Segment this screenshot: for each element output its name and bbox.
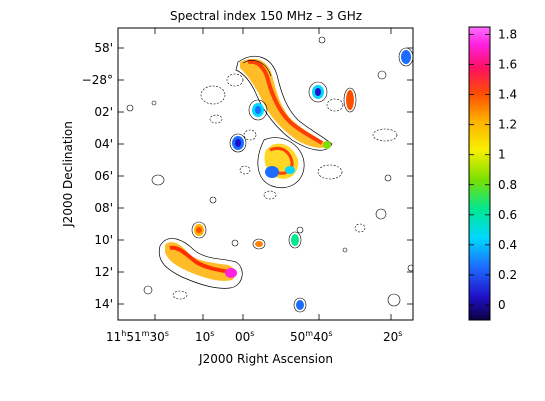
y-tick-label: −28°	[82, 73, 113, 87]
colorbar-tick-label: 0.2	[498, 268, 517, 282]
x-tick-label: 00s	[235, 329, 254, 344]
colorbar-ticks	[469, 34, 490, 306]
x-tick-label: 20s	[383, 329, 402, 344]
source-upper-arc	[235, 56, 333, 151]
source-central	[248, 99, 305, 188]
colorbar	[468, 26, 491, 321]
y-tick-label: 10'	[94, 233, 113, 247]
y-tick-label: 08'	[94, 201, 113, 215]
colorbar-tick-label: 1.4	[498, 88, 517, 102]
y-axis	[118, 47, 413, 305]
colorbar-tick-label: 0	[498, 298, 506, 312]
colorbar-tick-label: 1.6	[498, 58, 517, 72]
x-axis	[154, 28, 392, 320]
y-tick-label: 04'	[94, 137, 113, 151]
y-axis-label: J2000 Declination	[61, 121, 75, 228]
y-tick-label: 06'	[94, 169, 113, 183]
y-tick-label: 02'	[94, 105, 113, 119]
y-tick-label: 14'	[94, 297, 113, 311]
colorbar-tick-label: 0.8	[498, 178, 517, 192]
x-axis-label: J2000 Right Ascension	[198, 352, 333, 366]
plot-area	[126, 36, 413, 313]
x-tick-label: 11h51m30s	[106, 329, 169, 344]
colorbar-tick-label: 1	[498, 148, 506, 162]
source-lower-left-tail	[158, 238, 243, 289]
colorbar-tick-label: 1.8	[498, 28, 517, 42]
y-tick-label: 12'	[94, 265, 113, 279]
chart-title: Spectral index 150 MHz – 3 GHz	[170, 9, 362, 23]
compact-sources	[191, 47, 413, 313]
colorbar-tick-label: 1.2	[498, 118, 517, 132]
positive-contours	[126, 36, 413, 307]
x-tick-label: 10s	[195, 329, 214, 344]
x-tick-label: 50m40s	[290, 329, 333, 344]
colorbar-tick-label: 0.4	[498, 238, 517, 252]
plot-frame	[117, 27, 414, 321]
y-tick-label: 58'	[94, 41, 113, 55]
colorbar-tick-label: 0.6	[498, 208, 517, 222]
negative-contours	[172, 73, 398, 300]
